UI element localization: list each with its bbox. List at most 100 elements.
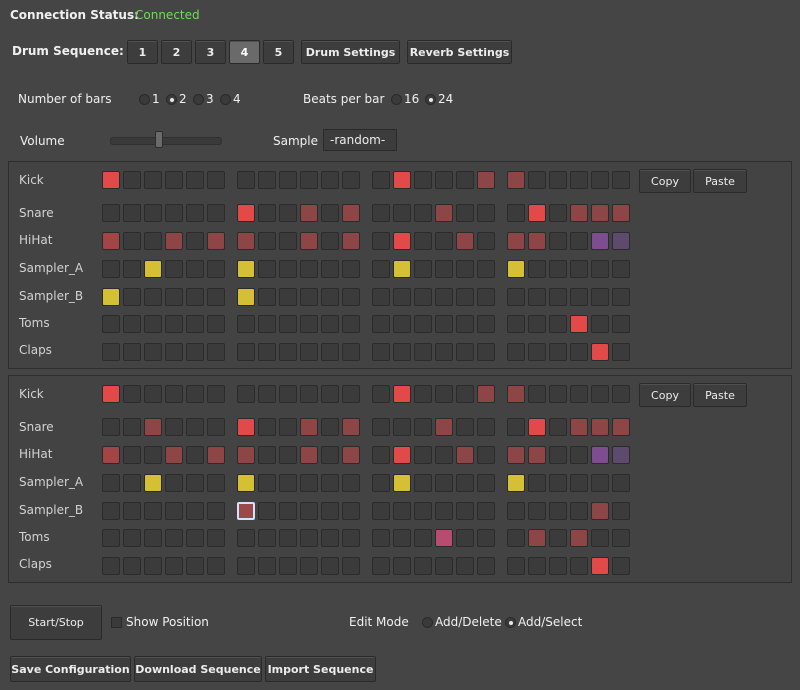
step-cell[interactable]	[186, 315, 204, 333]
step-cell[interactable]	[186, 474, 204, 492]
step-cell[interactable]	[507, 204, 525, 222]
step-cell[interactable]	[507, 232, 525, 250]
step-cell[interactable]	[123, 260, 141, 278]
step-cell[interactable]	[591, 315, 609, 333]
step-cell[interactable]	[207, 418, 225, 436]
step-cell[interactable]	[237, 204, 255, 222]
step-cell[interactable]	[102, 557, 120, 575]
step-cell[interactable]	[549, 171, 567, 189]
step-cell[interactable]	[102, 315, 120, 333]
step-cell[interactable]	[591, 529, 609, 547]
step-cell[interactable]	[258, 418, 276, 436]
step-cell[interactable]	[549, 446, 567, 464]
step-cell[interactable]	[393, 288, 411, 306]
step-cell[interactable]	[144, 171, 162, 189]
bars-option-dot[interactable]	[139, 93, 150, 105]
step-cell[interactable]	[456, 529, 474, 547]
step-cell[interactable]	[207, 557, 225, 575]
step-cell[interactable]	[456, 204, 474, 222]
step-cell[interactable]	[300, 343, 318, 361]
step-cell[interactable]	[207, 502, 225, 520]
step-cell[interactable]	[414, 529, 432, 547]
step-cell[interactable]	[186, 232, 204, 250]
step-cell[interactable]	[570, 288, 588, 306]
step-cell[interactable]	[477, 232, 495, 250]
step-cell[interactable]	[414, 418, 432, 436]
step-cell[interactable]	[237, 343, 255, 361]
step-cell[interactable]	[237, 557, 255, 575]
step-cell[interactable]	[612, 446, 630, 464]
beats-option-dot[interactable]	[425, 93, 436, 105]
step-cell[interactable]	[549, 474, 567, 492]
step-cell[interactable]	[300, 204, 318, 222]
step-cell[interactable]	[165, 418, 183, 436]
step-cell[interactable]	[393, 171, 411, 189]
step-cell[interactable]	[507, 474, 525, 492]
step-cell[interactable]	[570, 418, 588, 436]
step-cell[interactable]	[300, 288, 318, 306]
step-cell[interactable]	[372, 529, 390, 547]
step-cell[interactable]	[165, 315, 183, 333]
step-cell[interactable]	[591, 232, 609, 250]
step-cell[interactable]	[435, 260, 453, 278]
step-cell[interactable]	[507, 260, 525, 278]
step-cell[interactable]	[456, 474, 474, 492]
step-cell[interactable]	[207, 474, 225, 492]
step-cell[interactable]	[144, 343, 162, 361]
step-cell[interactable]	[342, 232, 360, 250]
step-cell[interactable]	[570, 343, 588, 361]
step-cell[interactable]	[207, 171, 225, 189]
step-cell[interactable]	[279, 260, 297, 278]
step-cell[interactable]	[414, 315, 432, 333]
step-cell[interactable]	[570, 474, 588, 492]
step-cell[interactable]	[372, 260, 390, 278]
step-cell[interactable]	[144, 557, 162, 575]
step-cell[interactable]	[279, 171, 297, 189]
step-cell[interactable]	[102, 529, 120, 547]
step-cell[interactable]	[144, 418, 162, 436]
step-cell[interactable]	[102, 171, 120, 189]
step-cell[interactable]	[414, 343, 432, 361]
step-cell[interactable]	[372, 232, 390, 250]
step-cell[interactable]	[165, 385, 183, 403]
step-cell[interactable]	[414, 446, 432, 464]
step-cell[interactable]	[372, 474, 390, 492]
step-cell[interactable]	[165, 557, 183, 575]
step-cell[interactable]	[102, 288, 120, 306]
step-cell[interactable]	[414, 557, 432, 575]
step-cell[interactable]	[570, 502, 588, 520]
step-cell[interactable]	[237, 446, 255, 464]
step-cell[interactable]	[456, 418, 474, 436]
step-cell[interactable]	[549, 232, 567, 250]
step-cell[interactable]	[435, 446, 453, 464]
step-cell[interactable]	[186, 288, 204, 306]
step-cell[interactable]	[102, 204, 120, 222]
step-cell[interactable]	[144, 232, 162, 250]
step-cell[interactable]	[507, 171, 525, 189]
step-cell[interactable]	[456, 557, 474, 575]
step-cell[interactable]	[342, 557, 360, 575]
step-cell[interactable]	[300, 315, 318, 333]
step-cell[interactable]	[456, 502, 474, 520]
step-cell[interactable]	[123, 557, 141, 575]
step-cell[interactable]	[477, 529, 495, 547]
step-cell[interactable]	[258, 204, 276, 222]
step-cell[interactable]	[342, 315, 360, 333]
step-cell[interactable]	[507, 385, 525, 403]
step-cell[interactable]	[570, 204, 588, 222]
volume-slider-handle[interactable]	[154, 131, 163, 148]
step-cell[interactable]	[144, 288, 162, 306]
copy-button[interactable]: Copy	[639, 383, 691, 407]
step-cell[interactable]	[258, 232, 276, 250]
step-cell[interactable]	[393, 418, 411, 436]
step-cell[interactable]	[591, 502, 609, 520]
step-cell[interactable]	[528, 343, 546, 361]
step-cell[interactable]	[321, 446, 339, 464]
step-cell[interactable]	[102, 446, 120, 464]
bars-option-dot[interactable]	[166, 93, 177, 105]
step-cell[interactable]	[321, 529, 339, 547]
step-cell[interactable]	[186, 204, 204, 222]
step-cell[interactable]	[279, 418, 297, 436]
sequence-button-1[interactable]: 1	[127, 40, 158, 64]
step-cell[interactable]	[144, 204, 162, 222]
